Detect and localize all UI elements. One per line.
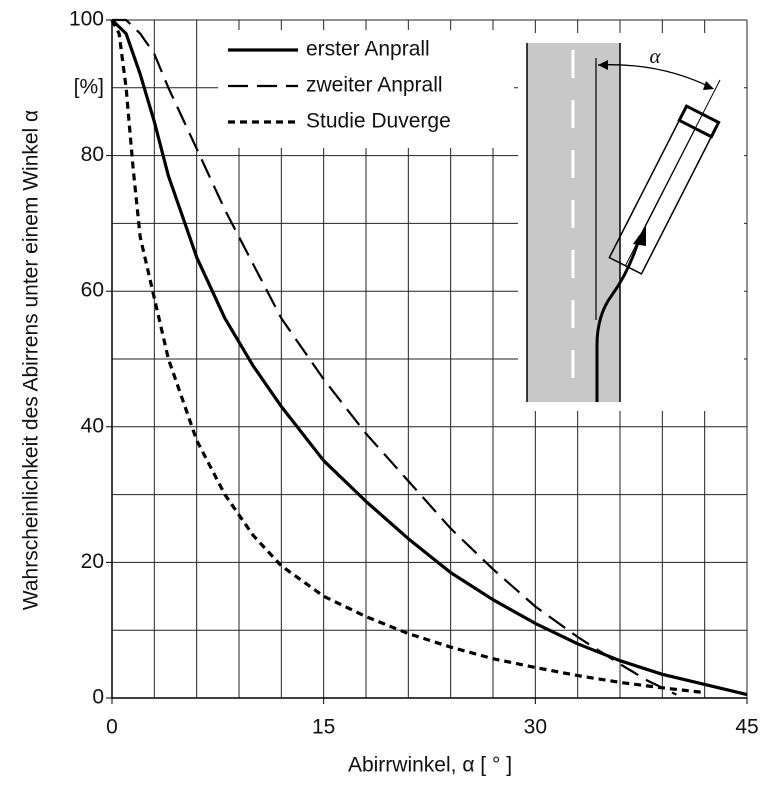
y-tick-label: 100 (69, 8, 104, 31)
angle-ref (639, 79, 721, 237)
y-tick-label: 0 (92, 686, 104, 709)
data-line (110, 19, 705, 695)
y-tick-label: 80 (81, 143, 104, 166)
x-tick-label: 15 (312, 716, 335, 739)
angle-arc (597, 64, 713, 89)
inset-angle-label: α (649, 44, 661, 68)
legend-label: zweiter Anprall (306, 74, 443, 97)
y-unit-label: [%] (74, 76, 104, 99)
y-tick-label: 20 (81, 550, 104, 573)
arc-arrow (598, 60, 608, 70)
y-axis-label: Wahrscheinlichkeit des Abirrens unter ei… (20, 110, 43, 610)
legend-label: Studie Duverge (306, 110, 451, 133)
data-line (112, 18, 677, 696)
y-tick-label: 60 (81, 279, 104, 302)
arc-arrow (703, 81, 714, 90)
x-tick-label: 30 (524, 716, 547, 739)
legend-label: erster Anprall (306, 38, 430, 61)
y-tick-label: 40 (81, 414, 104, 437)
inset-diagram: α (526, 43, 721, 402)
x-tick-label: 0 (106, 716, 118, 739)
vehicle-path (595, 235, 642, 402)
x-axis-label: Abirrwinkel, α [ ° ] (348, 754, 512, 777)
x-tick-label: 45 (735, 716, 758, 739)
